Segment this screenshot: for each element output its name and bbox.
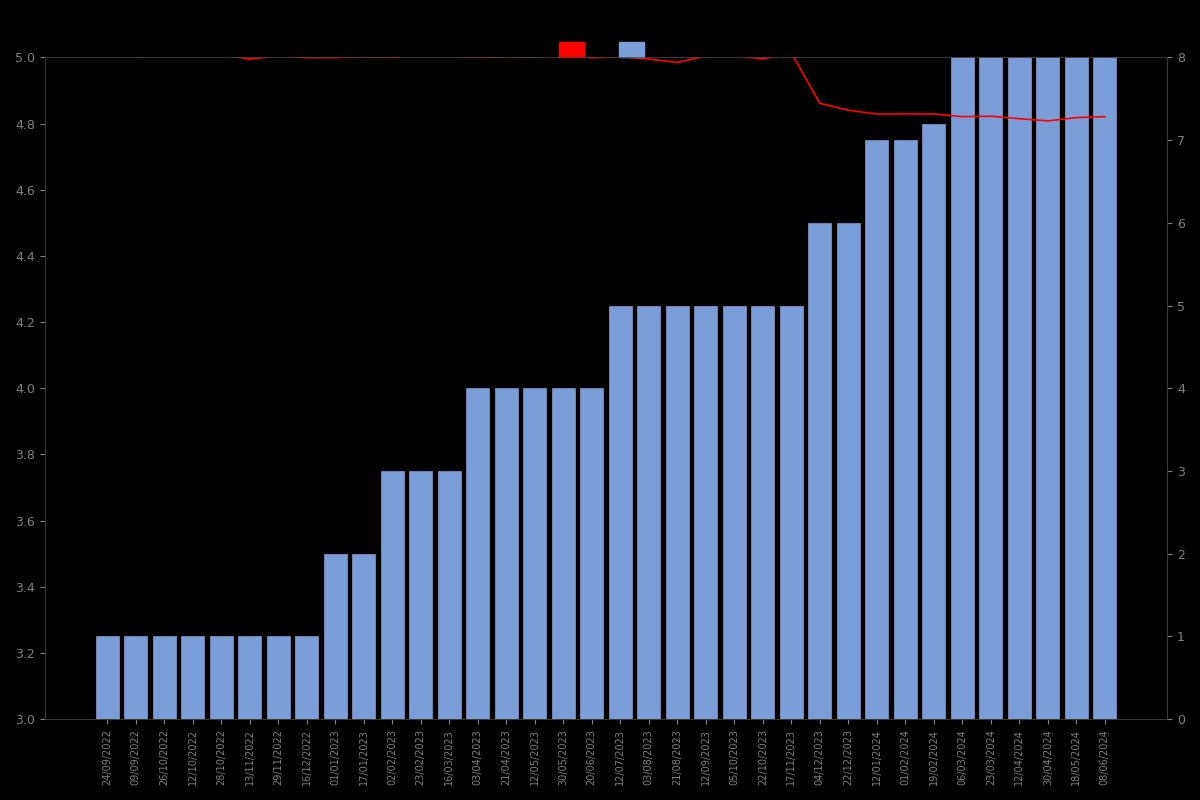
Bar xyxy=(125,637,148,719)
Bar xyxy=(438,471,461,719)
Bar xyxy=(979,58,1002,719)
Bar xyxy=(865,140,888,719)
Legend: , : , xyxy=(553,37,659,62)
Bar xyxy=(239,637,262,719)
Bar xyxy=(950,58,973,719)
Bar xyxy=(353,554,376,719)
Bar xyxy=(523,388,546,719)
Bar xyxy=(1008,58,1031,719)
Bar xyxy=(467,388,490,719)
Bar xyxy=(581,388,604,719)
Bar xyxy=(695,306,718,719)
Bar xyxy=(923,123,946,719)
Bar xyxy=(266,637,289,719)
Bar xyxy=(295,637,318,719)
Bar xyxy=(780,306,803,719)
Bar xyxy=(152,637,175,719)
Bar xyxy=(1037,58,1060,719)
Bar xyxy=(324,554,347,719)
Bar xyxy=(1064,58,1087,719)
Bar xyxy=(637,306,660,719)
Bar xyxy=(494,388,517,719)
Bar xyxy=(608,306,631,719)
Bar xyxy=(409,471,432,719)
Bar xyxy=(552,388,575,719)
Bar xyxy=(809,223,832,719)
Bar xyxy=(666,306,689,719)
Bar xyxy=(751,306,774,719)
Bar xyxy=(210,637,233,719)
Bar xyxy=(380,471,403,719)
Bar xyxy=(96,637,119,719)
Bar xyxy=(1093,58,1116,719)
Bar xyxy=(722,306,745,719)
Bar xyxy=(181,637,204,719)
Bar xyxy=(836,223,859,719)
Bar xyxy=(894,140,917,719)
